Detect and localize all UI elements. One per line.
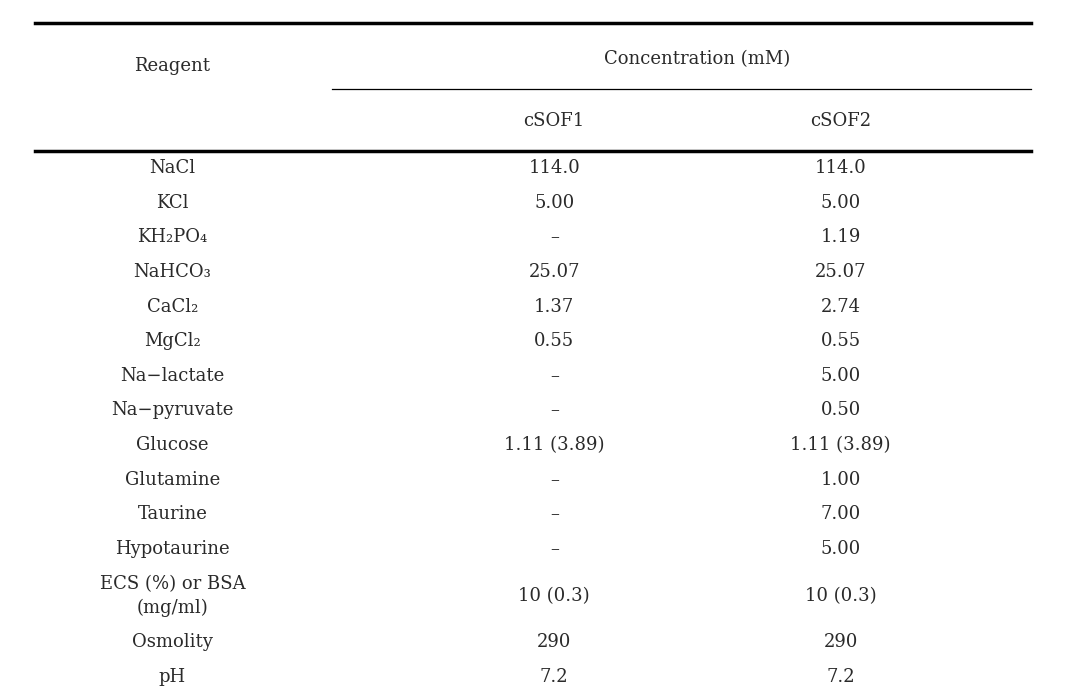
Text: 1.19: 1.19 xyxy=(821,228,860,246)
Text: 10 (0.3): 10 (0.3) xyxy=(518,587,589,605)
Text: Glutamine: Glutamine xyxy=(125,471,220,488)
Text: CaCl₂: CaCl₂ xyxy=(147,297,198,315)
Text: 1.37: 1.37 xyxy=(534,297,575,315)
Text: 1.00: 1.00 xyxy=(821,471,860,488)
Text: 5.00: 5.00 xyxy=(534,194,575,212)
Text: Hypotaurine: Hypotaurine xyxy=(115,540,230,558)
Text: 114.0: 114.0 xyxy=(814,159,867,177)
Text: 1.11 (3.89): 1.11 (3.89) xyxy=(790,436,891,454)
Text: –: – xyxy=(550,506,559,523)
Text: 7.2: 7.2 xyxy=(539,668,568,686)
Text: Osmolity: Osmolity xyxy=(132,633,213,651)
Text: ECS (%) or BSA: ECS (%) or BSA xyxy=(99,574,245,593)
Text: Glucose: Glucose xyxy=(136,436,209,454)
Text: 114.0: 114.0 xyxy=(529,159,580,177)
Text: NaHCO₃: NaHCO₃ xyxy=(133,263,211,281)
Text: 25.07: 25.07 xyxy=(814,263,867,281)
Text: 2.74: 2.74 xyxy=(821,297,860,315)
Text: 1.11 (3.89): 1.11 (3.89) xyxy=(504,436,604,454)
Text: 10 (0.3): 10 (0.3) xyxy=(805,587,876,605)
Text: Concentration (mM): Concentration (mM) xyxy=(604,50,791,69)
Text: 5.00: 5.00 xyxy=(821,367,860,385)
Text: –: – xyxy=(550,367,559,385)
Text: 290: 290 xyxy=(823,633,858,651)
Text: –: – xyxy=(550,228,559,246)
Text: Taurine: Taurine xyxy=(138,506,208,523)
Text: 5.00: 5.00 xyxy=(821,194,860,212)
Text: Na−pyruvate: Na−pyruvate xyxy=(111,401,233,420)
Text: 0.50: 0.50 xyxy=(821,401,860,420)
Text: 5.00: 5.00 xyxy=(821,540,860,558)
Text: Reagent: Reagent xyxy=(134,57,210,75)
Text: 7.2: 7.2 xyxy=(826,668,855,686)
Text: Na−lactate: Na−lactate xyxy=(120,367,225,385)
Text: –: – xyxy=(550,471,559,488)
Text: pH: pH xyxy=(159,668,185,686)
Text: –: – xyxy=(550,540,559,558)
Text: NaCl: NaCl xyxy=(149,159,195,177)
Text: 7.00: 7.00 xyxy=(821,506,860,523)
Text: –: – xyxy=(550,401,559,420)
Text: cSOF2: cSOF2 xyxy=(810,112,871,130)
Text: 0.55: 0.55 xyxy=(534,332,575,350)
Text: cSOF1: cSOF1 xyxy=(523,112,585,130)
Text: MgCl₂: MgCl₂ xyxy=(144,332,200,350)
Text: KCl: KCl xyxy=(157,194,189,212)
Text: KH₂PO₄: KH₂PO₄ xyxy=(138,228,208,246)
Text: (mg/ml): (mg/ml) xyxy=(136,598,208,617)
Text: 290: 290 xyxy=(537,633,571,651)
Text: 25.07: 25.07 xyxy=(529,263,580,281)
Text: 0.55: 0.55 xyxy=(821,332,860,350)
